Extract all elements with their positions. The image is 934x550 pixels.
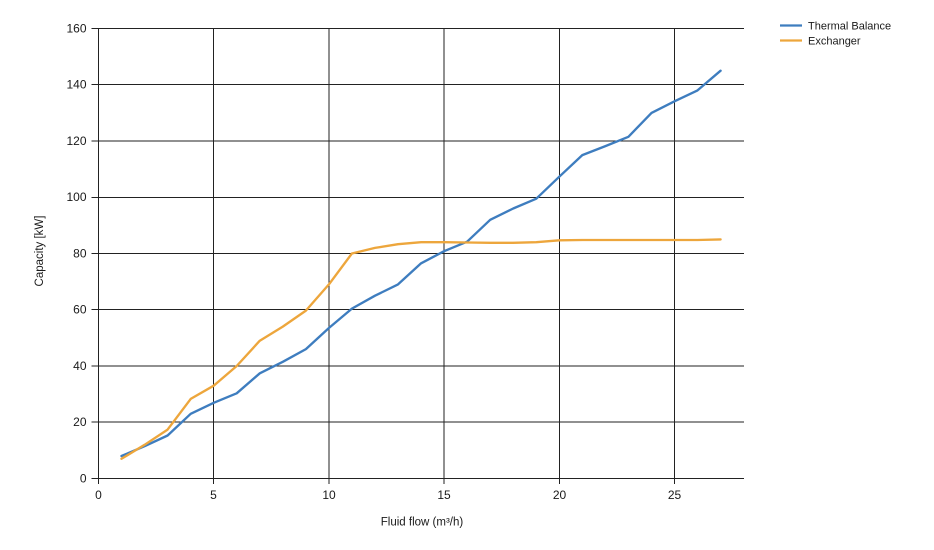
svg-text:100: 100 (66, 190, 86, 204)
svg-text:25: 25 (668, 488, 682, 502)
svg-text:15: 15 (437, 488, 451, 502)
svg-text:0: 0 (95, 488, 102, 502)
svg-text:0: 0 (80, 471, 87, 485)
svg-text:10: 10 (322, 488, 336, 502)
svg-text:80: 80 (73, 246, 87, 260)
svg-text:Capacity [kW]: Capacity [kW] (34, 216, 46, 287)
svg-text:120: 120 (66, 134, 86, 148)
svg-text:5: 5 (210, 488, 217, 502)
svg-text:Exchanger: Exchanger (808, 36, 861, 48)
svg-text:20: 20 (73, 415, 87, 429)
svg-text:140: 140 (66, 78, 86, 92)
svg-text:60: 60 (73, 303, 87, 317)
svg-text:40: 40 (73, 359, 87, 373)
svg-text:Thermal Balance: Thermal Balance (808, 21, 891, 33)
svg-text:20: 20 (553, 488, 567, 502)
svg-text:160: 160 (66, 21, 86, 35)
svg-text:Fluid flow (m³/h): Fluid flow (m³/h) (381, 517, 464, 529)
